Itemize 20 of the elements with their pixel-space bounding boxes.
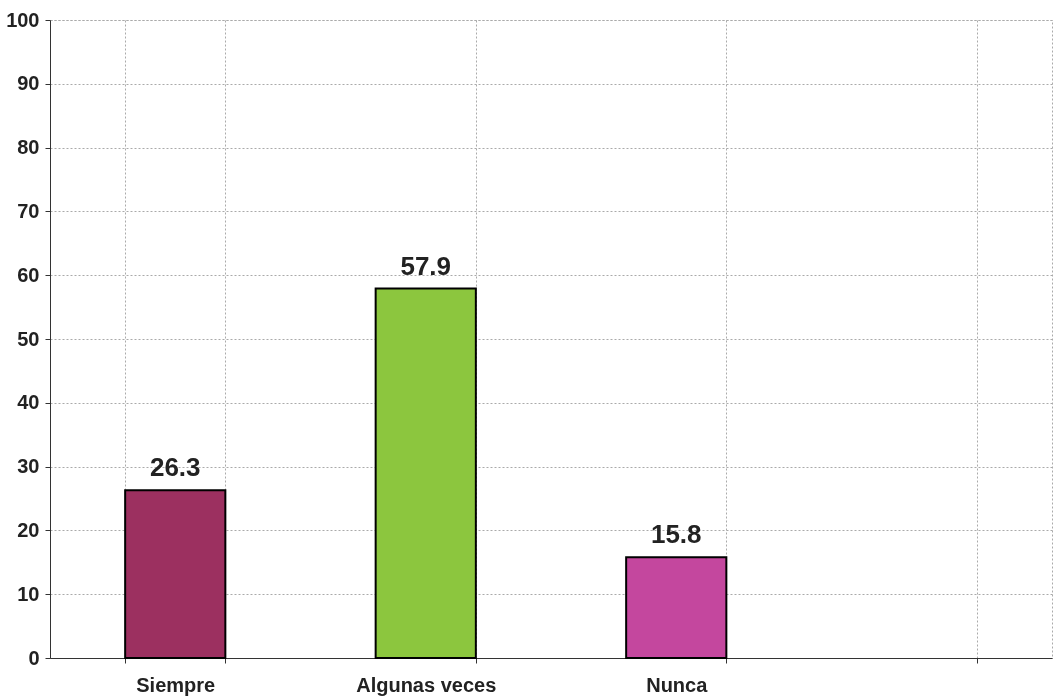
x-tick-label: Siempre bbox=[136, 673, 216, 696]
bar bbox=[374, 287, 477, 659]
y-tick-label: 90 bbox=[17, 72, 40, 95]
y-tick-label: 50 bbox=[17, 327, 40, 350]
y-tick-label: 10 bbox=[17, 582, 40, 605]
y-tick-label: 0 bbox=[28, 646, 40, 669]
y-tick-label: 40 bbox=[17, 391, 40, 414]
y-tick-label: 70 bbox=[17, 199, 40, 222]
y-tick-label: 20 bbox=[17, 518, 40, 541]
data-label: 57.9 bbox=[400, 250, 452, 281]
y-tick-label: 100 bbox=[6, 8, 40, 31]
x-tick-label: Nunca bbox=[646, 673, 709, 696]
data-label: 15.8 bbox=[650, 519, 702, 550]
data-label: 26.3 bbox=[149, 452, 201, 483]
y-tick-label: 80 bbox=[17, 136, 40, 159]
x-tick-label: Algunas veces bbox=[356, 673, 497, 696]
y-tick-label: 30 bbox=[17, 455, 40, 478]
y-tick-label: 60 bbox=[17, 263, 40, 286]
bar bbox=[625, 556, 728, 659]
bar bbox=[124, 489, 227, 659]
